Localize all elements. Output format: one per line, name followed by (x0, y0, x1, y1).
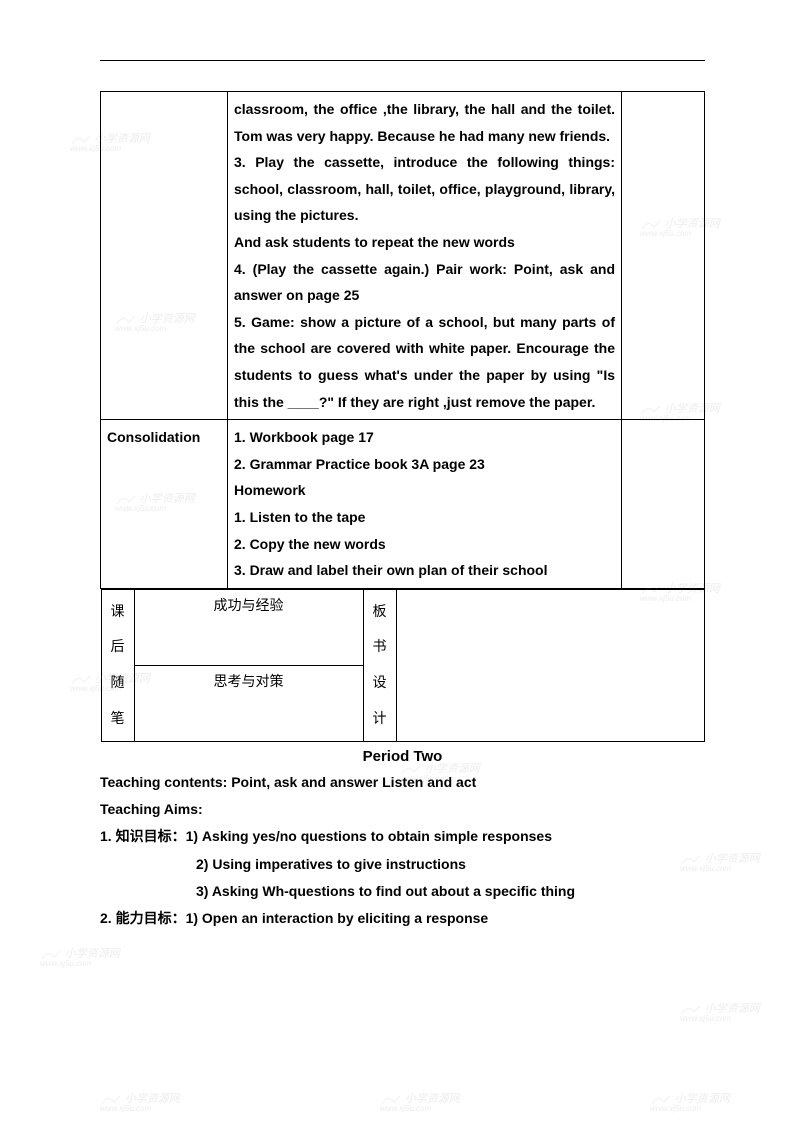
aim1-label: 1. 知识目标： (100, 828, 186, 844)
table-row: classroom, the office ,the library, the … (101, 92, 705, 420)
aim1-3: 3) Asking Wh-questions to find out about… (100, 878, 705, 905)
cell-stage-empty (101, 92, 228, 420)
content-text: classroom, the office ,the library, the … (234, 101, 615, 410)
cell-right-2 (622, 420, 705, 589)
aim1-1: 1) Asking yes/no questions to obtain sim… (186, 828, 552, 844)
cell-stage-consolidation: Consolidation (101, 420, 228, 589)
watermark: 小学资源网www.xj5u.com (680, 1000, 760, 1023)
content-text: 1. Workbook page 172. Grammar Practice b… (234, 429, 548, 578)
cell-success: 成功与经验 (134, 589, 363, 665)
vertical-label-notes: 课后随笔 (101, 589, 134, 741)
watermark: 小学资源网www.xj5u.com (650, 1090, 730, 1113)
cell-board-design (396, 589, 704, 741)
aim2-1: 1) Open an interaction by eliciting a re… (186, 910, 489, 926)
teaching-aims-label: Teaching Aims: (100, 796, 705, 823)
watermark: 小学资源网www.xj5u.com (100, 1090, 180, 1113)
header-rule (100, 60, 705, 61)
reflection-table: 课后随笔 成功与经验 板书设计 思考与对策 (101, 589, 705, 742)
cell-right-1 (622, 92, 705, 420)
aim1-2: 2) Using imperatives to give instruction… (100, 851, 705, 878)
vertical-label-board: 板书设计 (363, 589, 396, 741)
cell-content-1: classroom, the office ,the library, the … (228, 92, 622, 420)
aim-1: 1. 知识目标：1) Asking yes/no questions to ob… (100, 823, 705, 850)
cell-reflection: 思考与对策 (134, 665, 363, 741)
table-row-bottom: 课后随笔 成功与经验 板书设计 思考与对策 (101, 588, 705, 742)
aim-2: 2. 能力目标：1) Open an interaction by elicit… (100, 905, 705, 932)
lesson-table: classroom, the office ,the library, the … (100, 91, 705, 742)
teaching-contents: Teaching contents: Point, ask and answer… (100, 769, 705, 796)
watermark: 小学资源网www.xj5u.com (380, 1090, 460, 1113)
period-title: Period Two (100, 748, 705, 765)
cell-content-2: 1. Workbook page 172. Grammar Practice b… (228, 420, 622, 589)
table-row: Consolidation 1. Workbook page 172. Gram… (101, 420, 705, 589)
aim2-label: 2. 能力目标： (100, 910, 186, 926)
